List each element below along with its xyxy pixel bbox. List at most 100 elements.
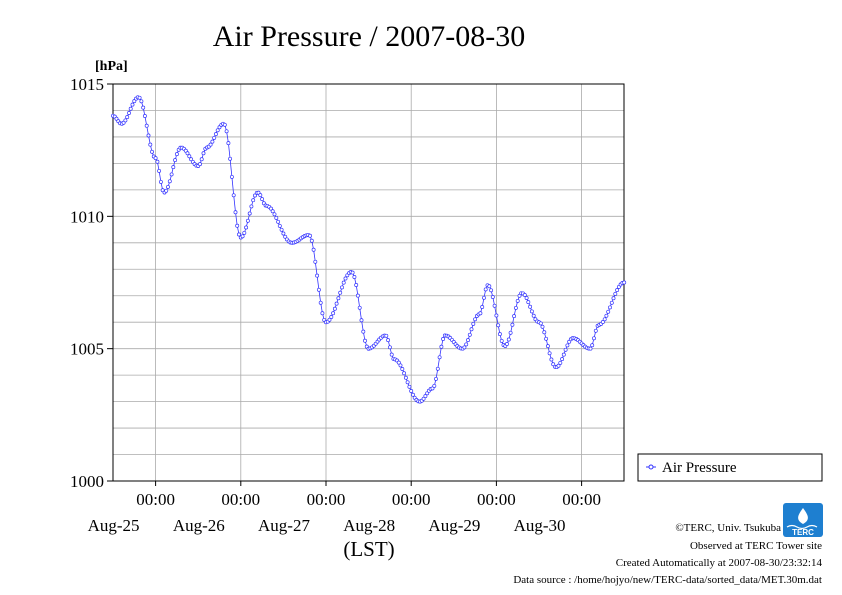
y-tick-label: 1000 (70, 472, 104, 491)
data-point (430, 386, 435, 391)
data-point (276, 219, 281, 224)
credit-copyright: ©TERC, Univ. Tsukuba (675, 522, 781, 534)
data-point (158, 179, 163, 184)
data-point (315, 273, 320, 278)
data-point (242, 230, 247, 235)
data-point (549, 357, 554, 362)
data-point (171, 165, 176, 170)
data-point (592, 336, 596, 341)
data-point (212, 135, 217, 140)
chart-title: Air Pressure / 2007-08-30 (213, 20, 525, 53)
data-point (270, 209, 275, 214)
credit-observed: Observed at TERC Tower site (690, 540, 822, 552)
data-point (434, 376, 438, 381)
data-point (622, 280, 627, 285)
data-point (513, 305, 518, 310)
x-tick-time-label: 00:00 (477, 490, 516, 509)
data-point (497, 332, 502, 337)
data-point (283, 234, 288, 239)
data-point (142, 114, 147, 118)
data-point (512, 314, 517, 319)
data-point (318, 300, 323, 305)
series-air-pressure (111, 95, 627, 404)
data-point (487, 284, 492, 289)
data-point (237, 232, 241, 237)
data-point (608, 305, 612, 310)
data-point (389, 352, 394, 357)
data-point (343, 276, 348, 281)
data-point (141, 105, 146, 110)
data-point (148, 142, 153, 147)
data-point (224, 129, 229, 134)
data-point (606, 309, 611, 314)
data-point (602, 317, 607, 322)
data-point (331, 311, 336, 316)
x-tick-date-label: Aug-29 (428, 516, 480, 535)
data-point (235, 223, 240, 228)
series-line (112, 96, 625, 403)
data-point (473, 317, 478, 322)
data-point (400, 367, 405, 371)
data-point (308, 233, 312, 238)
data-point (510, 322, 515, 327)
data-point (332, 306, 337, 311)
data-point (615, 288, 620, 293)
data-point (169, 172, 174, 177)
data-point (505, 342, 509, 346)
data-point (524, 296, 529, 300)
data-point (403, 375, 408, 380)
data-point (114, 116, 119, 121)
data-point (402, 371, 407, 376)
data-point (357, 305, 362, 310)
y-tick-label: 1010 (70, 207, 104, 226)
data-point (208, 142, 213, 147)
data-point (494, 313, 499, 318)
data-point (174, 152, 179, 157)
data-point (588, 346, 593, 351)
data-point (233, 210, 238, 215)
data-point (409, 389, 414, 393)
data-point (439, 344, 444, 349)
data-point (561, 352, 566, 357)
axes (107, 83, 625, 486)
data-point (613, 291, 618, 296)
data-point (469, 327, 474, 332)
logo-text: TERC (792, 528, 814, 537)
legend-box (637, 453, 823, 482)
data-point (538, 321, 543, 326)
data-point (398, 363, 403, 368)
data-point (144, 123, 149, 128)
data-point (253, 193, 257, 198)
data-point (515, 298, 520, 303)
data-point (421, 396, 426, 401)
water-drop-icon (798, 508, 808, 524)
data-point (354, 283, 359, 287)
y-tick-label: 1005 (70, 340, 104, 359)
data-point (600, 320, 605, 324)
data-point (359, 318, 364, 323)
data-point (228, 156, 233, 161)
data-point (311, 247, 316, 252)
data-point (313, 259, 318, 264)
data-point (153, 156, 158, 161)
data-point (563, 347, 568, 352)
x-tick-time-label: 00:00 (562, 490, 601, 509)
data-point (545, 344, 550, 349)
data-point (435, 366, 440, 371)
data-point (157, 168, 162, 173)
data-point (590, 343, 595, 348)
data-point (340, 285, 344, 290)
data-point (363, 338, 367, 343)
data-point (492, 303, 497, 308)
x-tick-date-label: Aug-28 (343, 516, 395, 535)
data-point (128, 106, 133, 111)
data-point (269, 206, 273, 211)
data-point (441, 337, 446, 341)
x-axis-label: (LST) (343, 537, 394, 561)
data-point (327, 317, 332, 322)
data-point (240, 234, 245, 239)
data-point (526, 300, 531, 305)
data-point (258, 193, 263, 198)
data-point (560, 357, 565, 362)
